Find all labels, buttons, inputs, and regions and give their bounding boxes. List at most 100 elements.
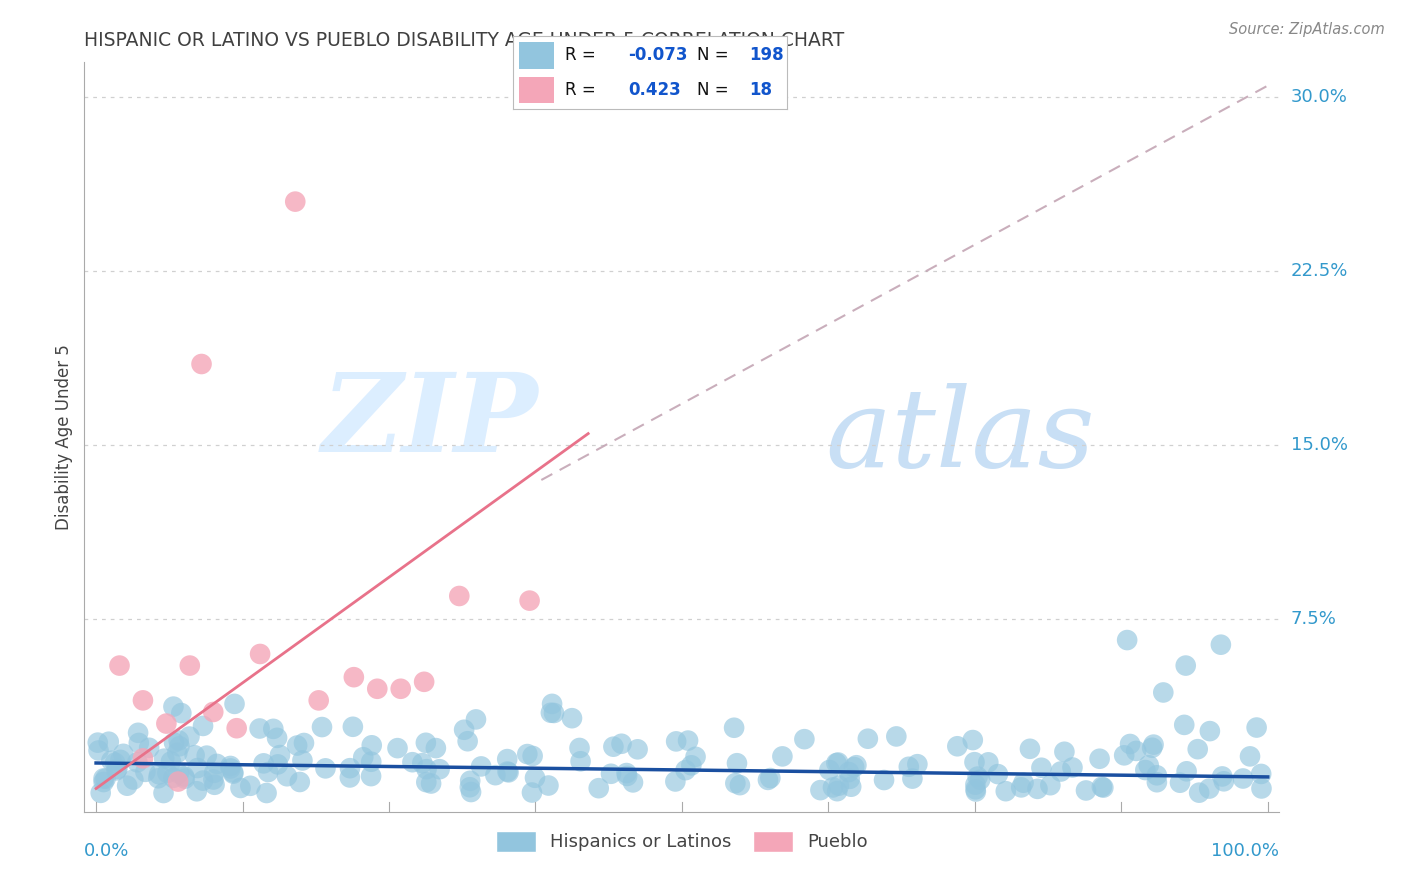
Point [148,771,170,785]
Point [288,775,311,789]
Point [987,767,1010,781]
Point [122,772,145,787]
Point [561,711,583,725]
Point [257,764,280,779]
Point [387,741,409,756]
Point [1119,737,1142,751]
Point [411,756,433,771]
Point [825,756,848,770]
Point [249,647,271,661]
Point [537,779,560,793]
Point [219,761,242,775]
Point [616,769,638,783]
Point [360,769,382,783]
Point [845,758,868,772]
Point [1188,786,1211,800]
Point [202,765,225,780]
Point [401,755,423,769]
Point [901,772,924,786]
Point [415,736,437,750]
Text: Source: ZipAtlas.com: Source: ZipAtlas.com [1229,22,1385,37]
Point [266,731,288,745]
Point [966,770,988,784]
Point [339,761,361,775]
Point [568,741,591,756]
Point [1239,749,1261,764]
Point [97,735,120,749]
Point [626,742,648,756]
Point [148,767,170,781]
Point [413,674,436,689]
Point [291,754,314,768]
Point [167,766,190,780]
Point [793,732,815,747]
Point [1114,748,1136,763]
Point [856,731,879,746]
Point [167,733,190,747]
Point [1125,744,1147,758]
Point [284,194,307,209]
Point [1173,718,1195,732]
Bar [519,77,554,103]
Point [1092,780,1115,795]
Point [1246,721,1268,735]
Point [134,764,156,779]
Point [457,734,479,748]
Point [112,747,135,761]
Point [516,747,538,761]
Point [519,593,541,607]
Point [160,755,183,769]
Point [93,775,115,789]
Point [239,779,262,793]
Point [1198,781,1220,796]
Point [610,737,633,751]
Point [162,771,184,785]
Point [127,756,149,770]
Point [728,778,751,792]
Point [105,764,128,778]
Point [1074,783,1097,797]
Point [522,748,544,763]
Point [1175,764,1198,779]
Point [415,775,437,789]
Point [470,759,492,773]
Point [496,764,519,779]
Point [1049,764,1071,779]
Point [1010,780,1032,795]
Point [1140,740,1163,755]
Point [1232,772,1254,786]
Point [602,739,624,754]
Point [1135,763,1157,777]
Point [828,779,851,793]
Point [425,741,447,756]
Point [905,757,928,772]
Point [195,748,218,763]
Point [104,756,127,770]
Point [155,716,177,731]
Point [1250,767,1272,781]
Point [173,770,195,784]
Point [962,733,984,747]
Point [222,765,245,780]
Point [202,772,225,787]
Point [664,774,686,789]
Point [600,766,623,780]
Point [308,693,330,707]
Point [818,763,841,777]
Point [110,753,132,767]
Text: -0.073: -0.073 [628,46,688,64]
Point [723,721,745,735]
Point [994,784,1017,798]
Text: ZIP: ZIP [322,368,538,475]
Point [838,765,860,780]
Point [685,749,707,764]
Point [965,782,987,797]
Point [825,784,848,798]
Point [311,720,333,734]
Point [170,706,193,720]
Point [108,658,131,673]
Point [965,784,987,798]
Text: R =: R = [565,81,602,99]
Point [1187,742,1209,756]
Point [276,769,298,783]
